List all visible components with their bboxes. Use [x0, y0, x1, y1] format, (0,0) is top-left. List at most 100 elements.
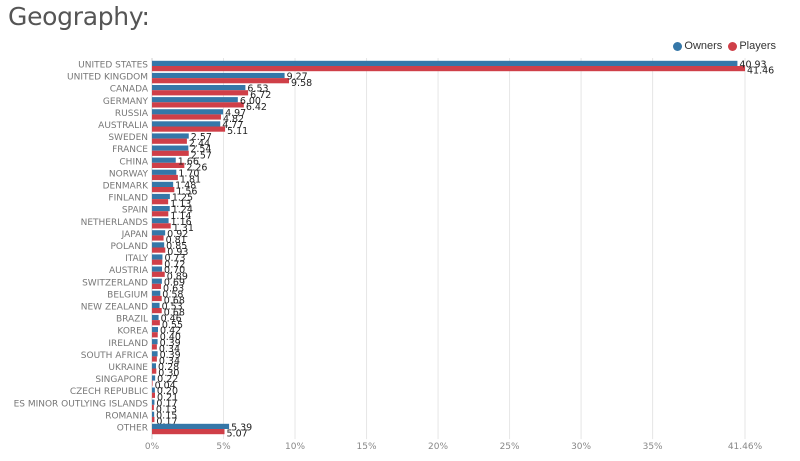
bar-owners[interactable] [152, 375, 156, 381]
bar-players[interactable] [152, 429, 225, 435]
bar-owners[interactable] [152, 278, 162, 284]
value-label-owners: 1.48 [175, 181, 196, 192]
bar-players[interactable] [152, 380, 153, 386]
category-label: CHINA [119, 157, 148, 167]
value-label-players: 0.40 [160, 332, 181, 343]
bar-players[interactable] [152, 247, 166, 253]
bar-players[interactable] [152, 78, 290, 84]
category-label: BELGIUM [107, 290, 148, 300]
legend-swatch-players [728, 41, 738, 51]
bar-owners[interactable] [152, 85, 246, 91]
bar-owners[interactable] [152, 266, 163, 272]
category-label: GERMANY [103, 97, 149, 107]
bar-players[interactable] [152, 126, 226, 132]
x-tick-label: 5% [216, 442, 231, 452]
bar-owners[interactable] [152, 230, 166, 236]
value-label-players: 6.42 [246, 102, 267, 113]
value-label-players: 1.31 [173, 223, 194, 234]
x-tick-label: 41.46% [728, 442, 763, 452]
bar-players[interactable] [152, 392, 156, 398]
legend-item-players[interactable]: Players [728, 40, 776, 52]
bar-players[interactable] [152, 320, 160, 326]
bar-players[interactable] [152, 404, 154, 410]
bar-players[interactable] [152, 187, 175, 193]
bar-players[interactable] [152, 211, 169, 217]
category-label: BRAZIL [116, 315, 148, 325]
bar-owners[interactable] [152, 399, 155, 405]
bar-owners[interactable] [152, 363, 157, 369]
bar-owners[interactable] [152, 133, 189, 139]
bar-owners[interactable] [152, 218, 169, 224]
bar-players[interactable] [152, 66, 745, 72]
bar-players[interactable] [152, 295, 162, 302]
bar-owners[interactable] [152, 145, 189, 151]
bar-owners[interactable] [152, 314, 159, 321]
bar-players[interactable] [152, 223, 171, 229]
bar-owners[interactable] [152, 72, 285, 79]
value-label-owners: 1.16 [171, 217, 192, 228]
bar-owners[interactable] [152, 193, 170, 200]
bar-owners[interactable] [152, 254, 163, 260]
bar-players[interactable] [152, 199, 169, 205]
bar-players[interactable] [152, 368, 157, 374]
bar-players[interactable] [152, 308, 162, 314]
bar-owners[interactable] [152, 121, 221, 127]
value-label-players: 5.11 [227, 126, 248, 137]
bar-owners[interactable] [152, 387, 155, 393]
bar-owners[interactable] [152, 157, 176, 163]
bar-owners[interactable] [152, 109, 224, 115]
x-tick-label: 35% [643, 442, 663, 452]
category-label: RUSSIA [115, 109, 149, 119]
bar-owners[interactable] [152, 60, 738, 66]
value-label-owners: 0.15 [156, 410, 177, 421]
bar-players[interactable] [152, 271, 165, 277]
bar-owners[interactable] [152, 327, 159, 333]
bar-owners[interactable] [152, 302, 160, 308]
bar-owners[interactable] [152, 411, 155, 417]
value-label-owners: 6.00 [240, 96, 261, 107]
bar-owners[interactable] [152, 242, 165, 248]
bar-players[interactable] [152, 332, 158, 338]
bar-players[interactable] [152, 138, 187, 144]
bar-players[interactable] [152, 174, 178, 181]
bar-players[interactable] [152, 259, 163, 265]
bar-owners[interactable] [152, 290, 161, 296]
bar-players[interactable] [152, 162, 185, 168]
bar-owners[interactable] [152, 423, 230, 429]
category-label: UNITED KINGDOM [67, 73, 148, 83]
legend-item-owners[interactable]: Owners [673, 40, 722, 52]
bar-players[interactable] [152, 356, 157, 362]
x-tick-label: 20% [428, 442, 448, 452]
value-label-players: 1.81 [180, 175, 201, 186]
value-label-players: 1.14 [170, 211, 191, 222]
value-label-owners: 4.77 [222, 120, 243, 131]
bar-owners[interactable] [152, 351, 158, 357]
category-label: SWEDEN [108, 133, 148, 143]
value-label-owners: 0.73 [164, 253, 185, 264]
bar-owners[interactable] [152, 206, 170, 212]
bar-owners[interactable] [152, 97, 238, 103]
bar-players[interactable] [152, 102, 244, 108]
value-label-owners: 0.92 [167, 229, 188, 240]
x-tick-label: 0% [145, 442, 160, 452]
category-label: FRANCE [112, 145, 148, 155]
value-label-players: 9.58 [291, 78, 312, 89]
bar-players[interactable] [152, 416, 155, 423]
value-label-owners: 2.57 [191, 132, 212, 143]
bar-owners[interactable] [152, 169, 177, 175]
bar-players[interactable] [152, 235, 164, 241]
value-label-owners: 1.25 [172, 193, 193, 204]
bar-players[interactable] [152, 90, 249, 96]
category-label: KOREA [117, 327, 148, 337]
category-label: SOUTH AFRICA [81, 351, 149, 361]
bar-players[interactable] [152, 114, 221, 120]
chart-legend: Owners Players [673, 40, 776, 52]
bar-players[interactable] [152, 283, 162, 289]
bar-players[interactable] [152, 150, 189, 156]
bar-players[interactable] [152, 344, 157, 350]
legend-label-owners: Owners [684, 40, 723, 52]
bar-owners[interactable] [152, 339, 158, 345]
value-label-owners: 0.28 [158, 362, 179, 373]
bar-owners[interactable] [152, 181, 174, 187]
